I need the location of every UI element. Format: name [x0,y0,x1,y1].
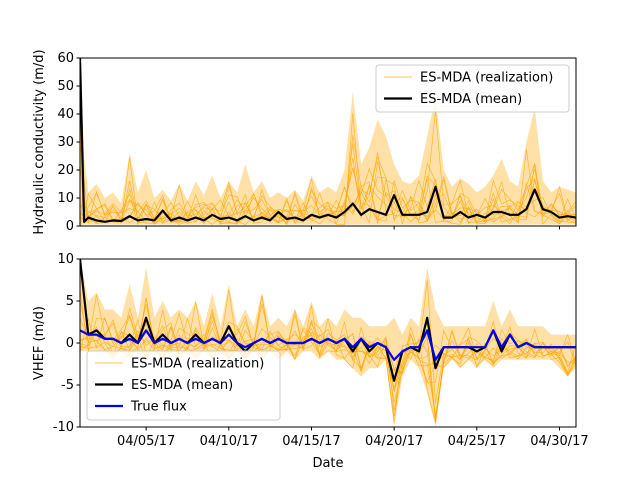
mean-line [80,58,576,223]
y-tick-label: 0 [66,336,74,351]
legend: ES-MDA (realization) ES-MDA (mean) [375,64,570,113]
vhef-panel: -10 -5 0 5 10 04/05/17 04/10/17 04/15/17 04/20/1… [32,252,589,471]
legend-label: ES-MDA (mean) [131,378,233,393]
y-axis-label: VHEF (m/d) [32,306,47,380]
y-tick-label: 50 [57,79,74,94]
realization-line [80,294,576,412]
legend-label: True flux [130,400,187,415]
y-tick-label: -10 [53,420,74,435]
realization-line [80,295,576,403]
y-axis-label: Hydraulic conductivity (m/d) [32,49,47,234]
realization-line [80,149,576,225]
hydraulic-conductivity-panel: 0 10 20 30 40 50 60 Hydraulic conductivity (m/d… [32,49,577,235]
y-tick-label: 20 [57,163,74,178]
legend-label: ES-MDA (realization) [420,71,553,86]
x-tick-label: 04/10/17 [200,434,258,449]
realization-line [80,289,576,421]
y-tick-label: 30 [57,135,74,150]
realization-line [80,309,576,423]
y-tick-label: 60 [57,51,74,66]
x-tick-label: 04/25/17 [448,434,506,449]
legend: ES-MDA (realization) ES-MDA (mean) True fl… [86,350,281,421]
true-flux-line [80,329,576,361]
y-tick-label: -5 [61,378,74,393]
realization-line [80,112,576,226]
realization-line [80,157,576,225]
y-tick-label: 40 [57,107,74,122]
legend-box [375,64,570,113]
realization-line [80,301,576,384]
y-tick-label: 5 [66,294,74,309]
x-axis-label: Date [312,456,343,471]
x-tick-label: 04/05/17 [117,434,175,449]
x-tick-label: 04/15/17 [282,434,340,449]
y-tick-label: 0 [66,219,74,234]
realization-line [80,303,576,416]
legend-label: ES-MDA (realization) [131,357,264,372]
y-tick-label: 10 [57,252,74,267]
legend-box [86,350,281,421]
x-tick-label: 04/30/17 [530,434,588,449]
realization-line [80,176,576,225]
y-tick-label: 10 [57,191,74,206]
legend-label: ES-MDA (mean) [420,92,522,107]
x-tick-label: 04/20/17 [365,434,423,449]
